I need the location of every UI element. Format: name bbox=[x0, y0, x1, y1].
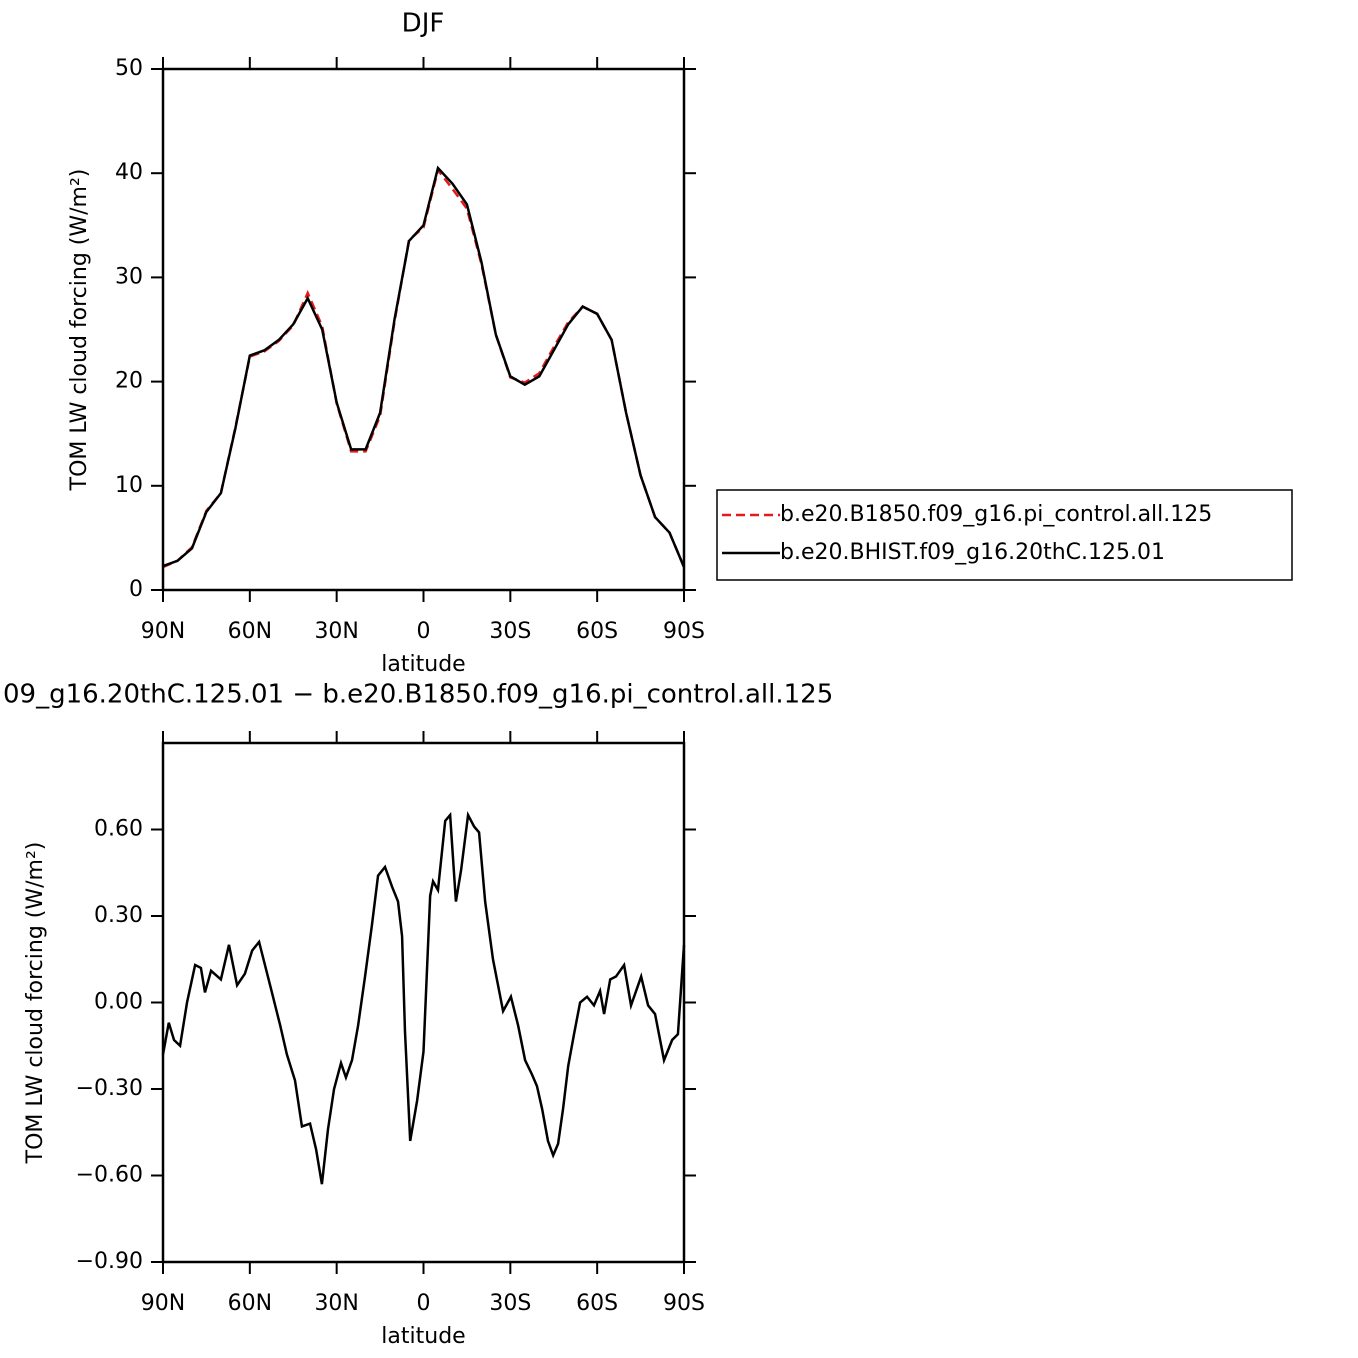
x-tick-label: 0 bbox=[417, 1291, 431, 1316]
chart-title: 09_g16.20thC.125.01 − b.e20.B1850.f09_g1… bbox=[3, 680, 833, 710]
y-tick-label: 0 bbox=[129, 577, 143, 602]
data-line bbox=[161, 810, 686, 1185]
data-line bbox=[162, 165, 686, 568]
y-axis-label: TOM LW cloud forcing (W/m²) bbox=[23, 842, 48, 1165]
y-tick-label: 30 bbox=[115, 264, 143, 289]
x-axis-label: latitude bbox=[381, 1324, 465, 1349]
y-tick-label: 0.60 bbox=[94, 817, 143, 842]
x-tick-label: 30S bbox=[489, 1291, 531, 1316]
y-tick-label: 20 bbox=[115, 369, 143, 394]
y-tick-label: 50 bbox=[115, 56, 143, 81]
y-tick-label: −0.60 bbox=[76, 1163, 143, 1188]
y-tick-label: 40 bbox=[115, 160, 143, 185]
x-tick-label: 90S bbox=[663, 1291, 705, 1316]
x-tick-label: 30S bbox=[489, 619, 531, 644]
legend-label: b.e20.BHIST.f09_g16.20thC.125.01 bbox=[780, 540, 1165, 565]
x-axis-label: latitude bbox=[381, 652, 465, 677]
x-tick-label: 60S bbox=[576, 619, 618, 644]
x-tick-label: 30N bbox=[314, 619, 358, 644]
legend-box bbox=[716, 489, 1293, 581]
y-tick-label: −0.30 bbox=[76, 1076, 143, 1101]
y-tick-label: 0.30 bbox=[94, 903, 143, 928]
chart-title: DJF bbox=[402, 9, 445, 39]
x-tick-label: 90N bbox=[141, 1291, 185, 1316]
x-tick-label: 30N bbox=[314, 1291, 358, 1316]
x-tick-label: 90S bbox=[663, 619, 705, 644]
plot-frame bbox=[161, 741, 686, 1264]
x-tick-label: 60N bbox=[228, 1291, 272, 1316]
y-tick-label: −0.90 bbox=[76, 1249, 143, 1274]
data-line bbox=[162, 167, 686, 569]
x-tick-label: 60N bbox=[228, 619, 272, 644]
y-tick-label: 10 bbox=[115, 473, 143, 498]
y-tick-label: 0.00 bbox=[94, 990, 143, 1015]
x-tick-label: 90N bbox=[141, 619, 185, 644]
plot-frame bbox=[161, 67, 686, 592]
x-tick-label: 0 bbox=[417, 619, 431, 644]
legend-label: b.e20.B1850.f09_g16.pi_control.all.125 bbox=[780, 502, 1212, 527]
x-tick-label: 60S bbox=[576, 1291, 618, 1316]
y-axis-label: TOM LW cloud forcing (W/m²) bbox=[67, 169, 92, 492]
